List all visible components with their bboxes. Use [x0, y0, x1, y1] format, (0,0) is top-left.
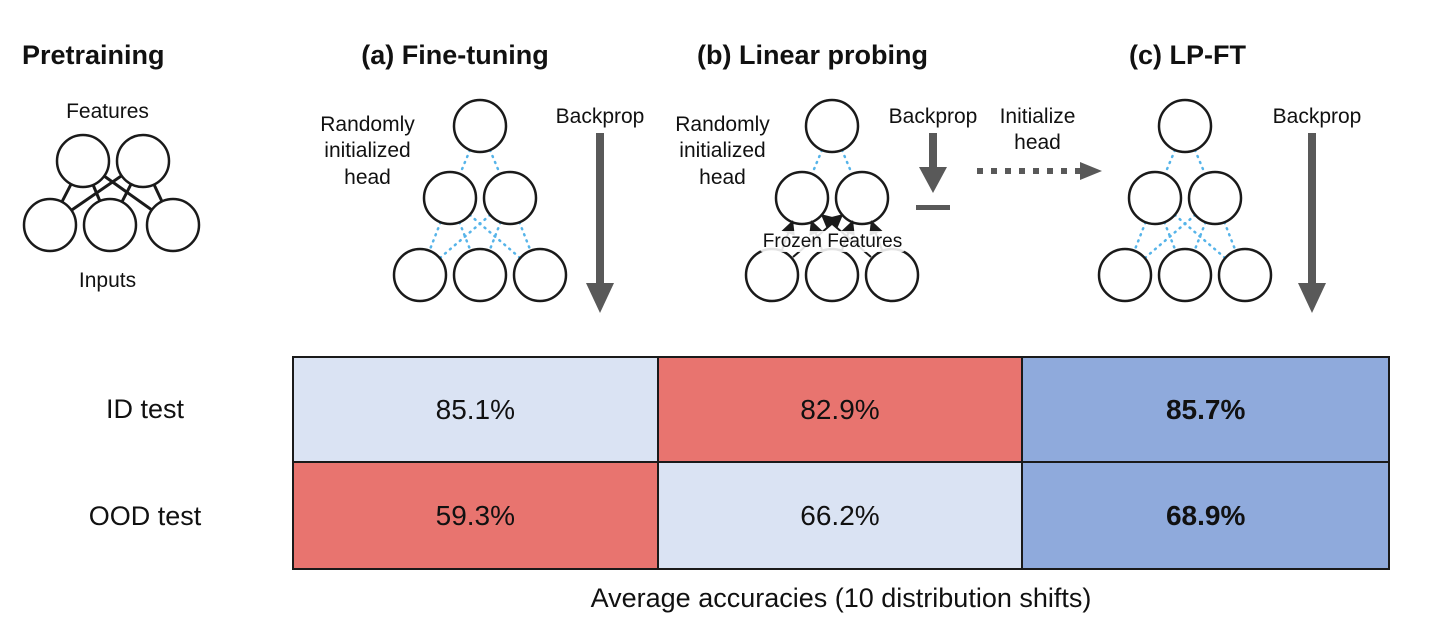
features-label: Features — [66, 100, 149, 123]
pretraining-network-diagram — [22, 133, 201, 253]
id-test-row-label: ID test — [105, 394, 185, 424]
fine-tuning-head-label: Randomly initialized head — [320, 113, 415, 189]
linear-probing-backprop-arrow — [916, 133, 950, 210]
ood-test-row-label: OOD test — [88, 501, 202, 531]
lp-ft-backprop-arrow — [1298, 133, 1326, 313]
linear-probing-backprop-label: Backprop — [888, 105, 978, 128]
linear-probing-title: (b) Linear probing — [697, 40, 928, 70]
accuracy-cell-ood-lpft: 68.9% — [1023, 463, 1388, 568]
accuracy-cell-id-linearprobing: 82.9% — [658, 358, 1024, 463]
lp-ft-network-diagram — [1097, 98, 1273, 303]
accuracy-cell-id-lpft: 85.7% — [1023, 358, 1388, 463]
inputs-label: Inputs — [78, 269, 137, 292]
lp-ft-title: (c) LP-FT — [1129, 40, 1246, 70]
fine-tuning-backprop-arrow — [586, 133, 614, 313]
frozen-features-label: Frozen Features — [745, 231, 920, 253]
accuracy-cell-ood-finetuning: 59.3% — [294, 463, 659, 568]
fine-tuning-backprop-label: Backprop — [555, 105, 645, 128]
accuracy-cell-id-finetuning: 85.1% — [294, 358, 659, 463]
accuracy-cell-ood-linearprobing: 66.2% — [658, 463, 1024, 568]
initialize-head-arrow — [977, 162, 1102, 180]
fine-tuning-title: (a) Fine-tuning — [361, 40, 549, 70]
pretraining-title: Pretraining — [22, 40, 165, 70]
initialize-head-label: Initialize head — [999, 105, 1076, 155]
accuracy-table: 85.1% 82.9% 85.7% 59.3% 66.2% 68.9% — [292, 356, 1390, 570]
linear-probing-head-label: Randomly initialized head — [675, 113, 770, 189]
fine-tuning-network-diagram — [392, 98, 568, 303]
lp-ft-backprop-label: Backprop — [1272, 105, 1362, 128]
table-caption: Average accuracies (10 distribution shif… — [590, 583, 1092, 613]
